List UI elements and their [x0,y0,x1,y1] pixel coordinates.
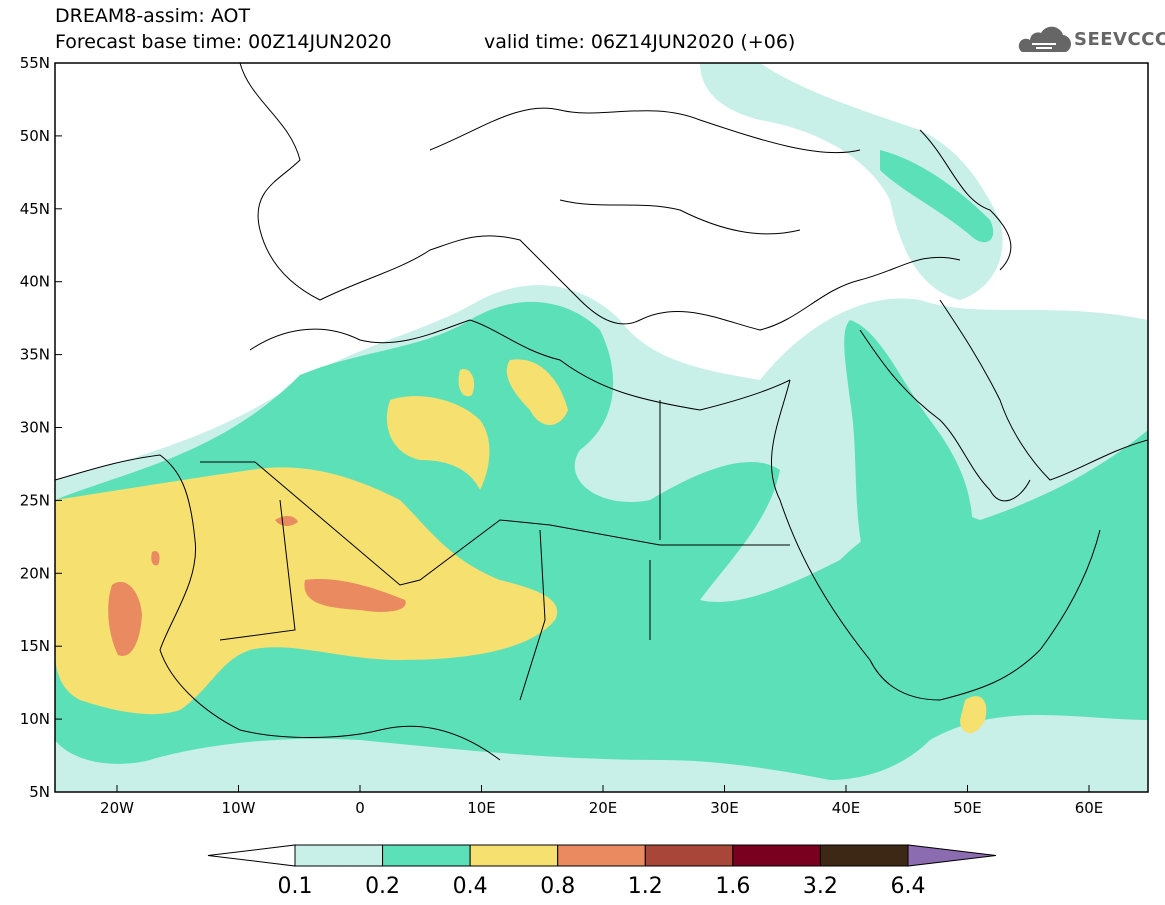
lon-tick-label: 10W [222,799,256,817]
aot-level-0.2 [55,150,1148,780]
colorbar-segment [557,844,646,867]
valid-time: valid time: 06Z14JUN2020 (+06) [484,31,796,53]
colorbar-segment [294,844,384,867]
lat-tick-label: 10N [20,710,50,728]
lat-tick-label: 5N [29,783,50,801]
colorbar: 0.1 0.2 0.4 0.8 1.2 1.6 3.2 6.4 [207,844,997,899]
lat-tick-label: 30N [20,419,50,437]
colorbar-label: 3.2 [803,874,838,899]
coastlines [55,63,1148,761]
lat-tick-label: 40N [20,273,50,291]
colorbar-segment [469,844,559,867]
colorbar-label: 1.6 [715,874,750,899]
forecast-base-time: Forecast base time: 00Z14JUN2020 [55,31,392,53]
cloud-icon [1018,26,1071,52]
lon-tick-label: 20W [100,799,134,817]
lon-tick-label: 10E [467,799,496,817]
lat-tick-label: 35N [20,346,50,364]
lat-tick-label: 55N [20,54,50,72]
colorbar-lower-extension [207,844,296,867]
logo-text: SEEVCCC [1074,29,1165,50]
lon-tick-label: 30E [710,799,739,817]
lat-tick-label: 15N [20,637,50,655]
lon-tick-label: 0 [355,799,365,817]
colorbar-label: 0.1 [278,874,313,899]
colorbar-segment [819,844,909,867]
lon-tick-label: 20E [589,799,618,817]
lat-tick-label: 20N [20,564,50,582]
lat-tick-label: 25N [20,491,50,509]
aot-level-0.8 [108,516,406,656]
latitude-axis: 55N 50N 45N 40N 35N 30N 25N 20N 15N 10N 5N [20,54,62,801]
lat-tick-label: 50N [20,127,50,145]
colorbar-segment [732,844,821,867]
colorbar-label: 0.8 [540,874,575,899]
map-title: DREAM8-assim: AOT [55,5,251,27]
colorbar-upper-extension [907,844,997,867]
colorbar-label: 6.4 [891,874,926,899]
lon-tick-label: 60E [1075,799,1104,817]
longitude-axis: 20W 10W 0 10E 20E 30E 40E 50E 60E [100,785,1103,817]
colorbar-segment [382,844,471,867]
lon-tick-label: 50E [953,799,982,817]
colorbar-label: 1.2 [628,874,663,899]
colorbar-segment [644,844,734,867]
colorbar-label: 0.4 [453,874,488,899]
colorbar-label: 0.2 [365,874,400,899]
lon-tick-label: 40E [832,799,861,817]
lat-tick-label: 45N [20,200,50,218]
